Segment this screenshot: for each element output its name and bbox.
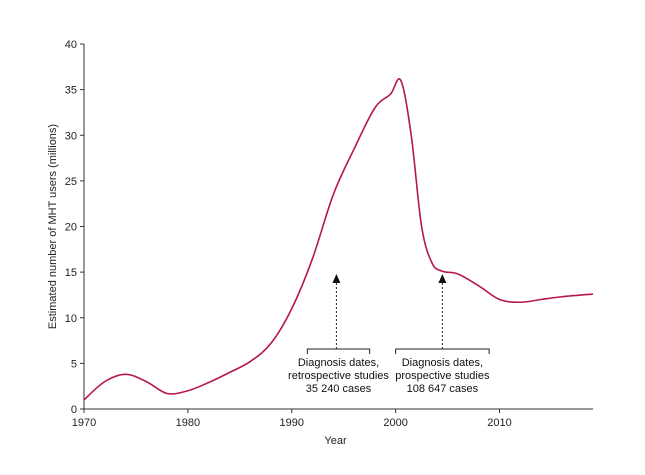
x-axis-title: Year	[324, 435, 347, 447]
y-tick-label: 0	[71, 404, 77, 416]
series-line	[83, 78, 594, 401]
annotation-text-line: 35 240 cases	[306, 383, 372, 395]
annotation-arrowhead	[332, 273, 341, 283]
y-tick-label: 40	[65, 39, 77, 51]
annotation-text-line: Diagnosis dates,	[298, 357, 379, 369]
annotation-text-line: 108 647 cases	[407, 383, 479, 395]
y-tick-label: 25	[65, 176, 77, 188]
series	[83, 78, 594, 401]
x-tick-label: 2000	[383, 417, 407, 429]
y-tick-label: 15	[65, 267, 77, 279]
y-tick-label: 10	[65, 313, 77, 325]
axes: 0 5 10 15 20 25 30 35 40 1970 1980 1990 2000 2010	[65, 39, 593, 429]
annotation-bracket	[395, 348, 490, 354]
annotation-bracket	[306, 348, 371, 354]
annotation-1: Diagnosis dates,retrospective studies35 …	[288, 273, 389, 395]
annotation-text-line: retrospective studies	[288, 370, 389, 382]
annotation-arrowhead	[438, 273, 447, 283]
x-tick-label: 1980	[176, 417, 200, 429]
y-tick-label: 30	[65, 130, 77, 142]
x-tick-label: 2010	[487, 417, 511, 429]
y-tick-label: 20	[65, 222, 77, 234]
y-axis-title: Estimated number of MHT users (millions)	[47, 124, 59, 329]
annotation-text-line: Diagnosis dates,	[402, 357, 483, 369]
x-tick-label: 1990	[280, 417, 304, 429]
annotation-text-line: prospective studies	[395, 370, 490, 382]
x-tick-label: 1970	[72, 417, 96, 429]
annotations: Diagnosis dates,retrospective studies35 …	[288, 273, 490, 395]
y-tick-label: 35	[65, 85, 77, 97]
y-tick-label: 5	[71, 358, 77, 370]
